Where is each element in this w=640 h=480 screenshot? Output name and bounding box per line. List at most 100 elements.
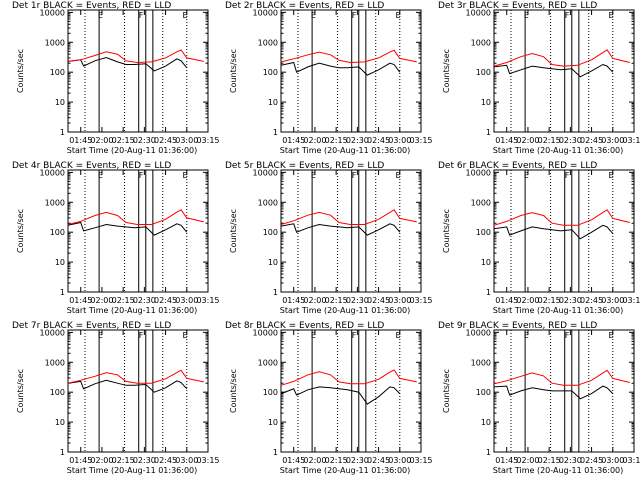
- plot-frame: [493, 329, 635, 453]
- x-tick-label: 01:45: [69, 456, 92, 465]
- x-tick-label: 03:15: [196, 456, 219, 465]
- x-axis-label: Start Time (20-Aug-11 01:36:00): [67, 466, 198, 475]
- x-tick-label: 01:45: [495, 296, 518, 305]
- series-line-events: [67, 379, 188, 393]
- y-tick-label: 1: [486, 288, 491, 297]
- y-tick-label: 1000: [258, 198, 278, 207]
- x-tick-label: 02:15: [325, 456, 348, 465]
- series-line-lld: [493, 209, 630, 226]
- marker-label: E: [311, 171, 316, 180]
- x-axis-label: Start Time (20-Aug-11 01:36:00): [280, 306, 411, 315]
- panel-title: Det 9r BLACK = Events, RED = LLD: [438, 321, 597, 331]
- x-tick-label: 02:15: [325, 296, 348, 305]
- series-line-lld: [67, 369, 204, 384]
- y-axis-label: Counts/sec: [16, 369, 25, 413]
- x-tick-label: 02:00: [303, 456, 326, 465]
- y-tick-label: 10: [268, 258, 278, 267]
- x-tick-label: 02:15: [112, 296, 135, 305]
- series-line-lld: [493, 49, 630, 67]
- x-axis-label: Start Time (20-Aug-11 01:36:00): [67, 146, 198, 155]
- y-tick-label: 10: [268, 418, 278, 427]
- y-tick-label: 100: [476, 228, 491, 237]
- x-tick-label: 01:45: [495, 136, 518, 145]
- x-tick-label: 02:45: [580, 296, 603, 305]
- marker-label: F: [139, 11, 144, 20]
- marker-label: E: [311, 331, 316, 340]
- panel-title: Det 4r BLACK = Events, RED = LLD: [12, 161, 171, 171]
- x-axis-label: Start Time (20-Aug-11 01:36:00): [493, 466, 624, 475]
- x-tick-label: 02:00: [516, 296, 539, 305]
- y-axis-label: Counts/sec: [229, 369, 238, 413]
- y-axis-label: Counts/sec: [16, 209, 25, 253]
- panel-4: Det 4r BLACK = Events, RED = LLD 1 10 100 10…: [12, 161, 220, 315]
- x-tick-label: 03:00: [388, 456, 411, 465]
- x-tick-label: 02:30: [346, 296, 369, 305]
- x-tick-label: 02:45: [367, 296, 390, 305]
- series-line-events: [280, 61, 401, 76]
- y-tick-label: 1000: [45, 38, 65, 47]
- series-line-lld: [280, 369, 417, 386]
- y-tick-label: 1000: [45, 358, 65, 367]
- x-tick-label: 02:15: [325, 136, 348, 145]
- y-tick-label: 10000: [466, 8, 491, 17]
- x-tick-label: 03:15: [622, 456, 640, 465]
- x-tick-label: 02:00: [90, 136, 113, 145]
- x-tick-label: 01:45: [69, 296, 92, 305]
- y-tick-label: 10: [481, 98, 491, 107]
- y-tick-label: 100: [263, 388, 278, 397]
- y-tick-label: 10000: [253, 328, 278, 337]
- x-tick-label: 02:00: [516, 456, 539, 465]
- y-tick-label: 1000: [258, 358, 278, 367]
- y-tick-label: 1: [273, 448, 278, 457]
- marker-label: E: [609, 171, 614, 180]
- y-tick-label: 1: [486, 128, 491, 137]
- y-axis-label: Counts/sec: [442, 209, 451, 253]
- marker-label: E: [524, 171, 529, 180]
- y-tick-label: 100: [263, 228, 278, 237]
- y-tick-label: 1: [60, 288, 65, 297]
- marker-label: F: [565, 11, 570, 20]
- plot-frame: [67, 329, 209, 453]
- series-line-events: [493, 224, 614, 240]
- y-tick-label: 10000: [40, 168, 65, 177]
- x-tick-label: 02:15: [538, 136, 561, 145]
- x-tick-label: 02:00: [303, 136, 326, 145]
- marker-label: E: [311, 11, 316, 20]
- marker-label: E: [183, 11, 188, 20]
- panel-3: Det 3r BLACK = Events, RED = LLD 1 10 100 10…: [438, 1, 640, 155]
- y-axis-label: Counts/sec: [229, 209, 238, 253]
- marker-label: E: [609, 11, 614, 20]
- panel-title: Det 3r BLACK = Events, RED = LLD: [438, 1, 597, 11]
- y-tick-label: 10000: [466, 328, 491, 337]
- x-tick-label: 03:15: [409, 456, 432, 465]
- x-tick-label: 02:45: [367, 456, 390, 465]
- series-line-events: [493, 385, 614, 400]
- y-axis-label: Counts/sec: [442, 49, 451, 93]
- series-line-events: [67, 56, 188, 72]
- panel-title: Det 8r BLACK = Events, RED = LLD: [225, 321, 384, 331]
- x-tick-label: 02:45: [580, 136, 603, 145]
- y-axis-label: Counts/sec: [229, 49, 238, 93]
- x-tick-label: 03:00: [175, 296, 198, 305]
- y-tick-label: 1000: [258, 38, 278, 47]
- panel-1: Det 1r BLACK = Events, RED = LLD 1 10 100 10…: [12, 1, 220, 155]
- plot-frame: [280, 9, 422, 133]
- y-tick-label: 1: [60, 128, 65, 137]
- marker-label: F: [139, 331, 144, 340]
- marker-label: E: [183, 331, 188, 340]
- y-tick-label: 100: [263, 68, 278, 77]
- x-tick-label: 03:15: [409, 296, 432, 305]
- panel-5: Det 5r BLACK = Events, RED = LLD 1 10 100 10…: [225, 161, 433, 315]
- x-tick-label: 02:00: [516, 136, 539, 145]
- y-tick-label: 10: [55, 98, 65, 107]
- series-line-lld: [493, 369, 630, 386]
- y-tick-label: 1000: [471, 198, 491, 207]
- series-line-events: [493, 63, 614, 78]
- series-line-lld: [280, 209, 417, 225]
- x-tick-label: 01:45: [282, 296, 305, 305]
- y-tick-label: 1: [273, 288, 278, 297]
- marker-label: E: [98, 11, 103, 20]
- y-tick-label: 10000: [253, 8, 278, 17]
- x-tick-label: 02:30: [559, 136, 582, 145]
